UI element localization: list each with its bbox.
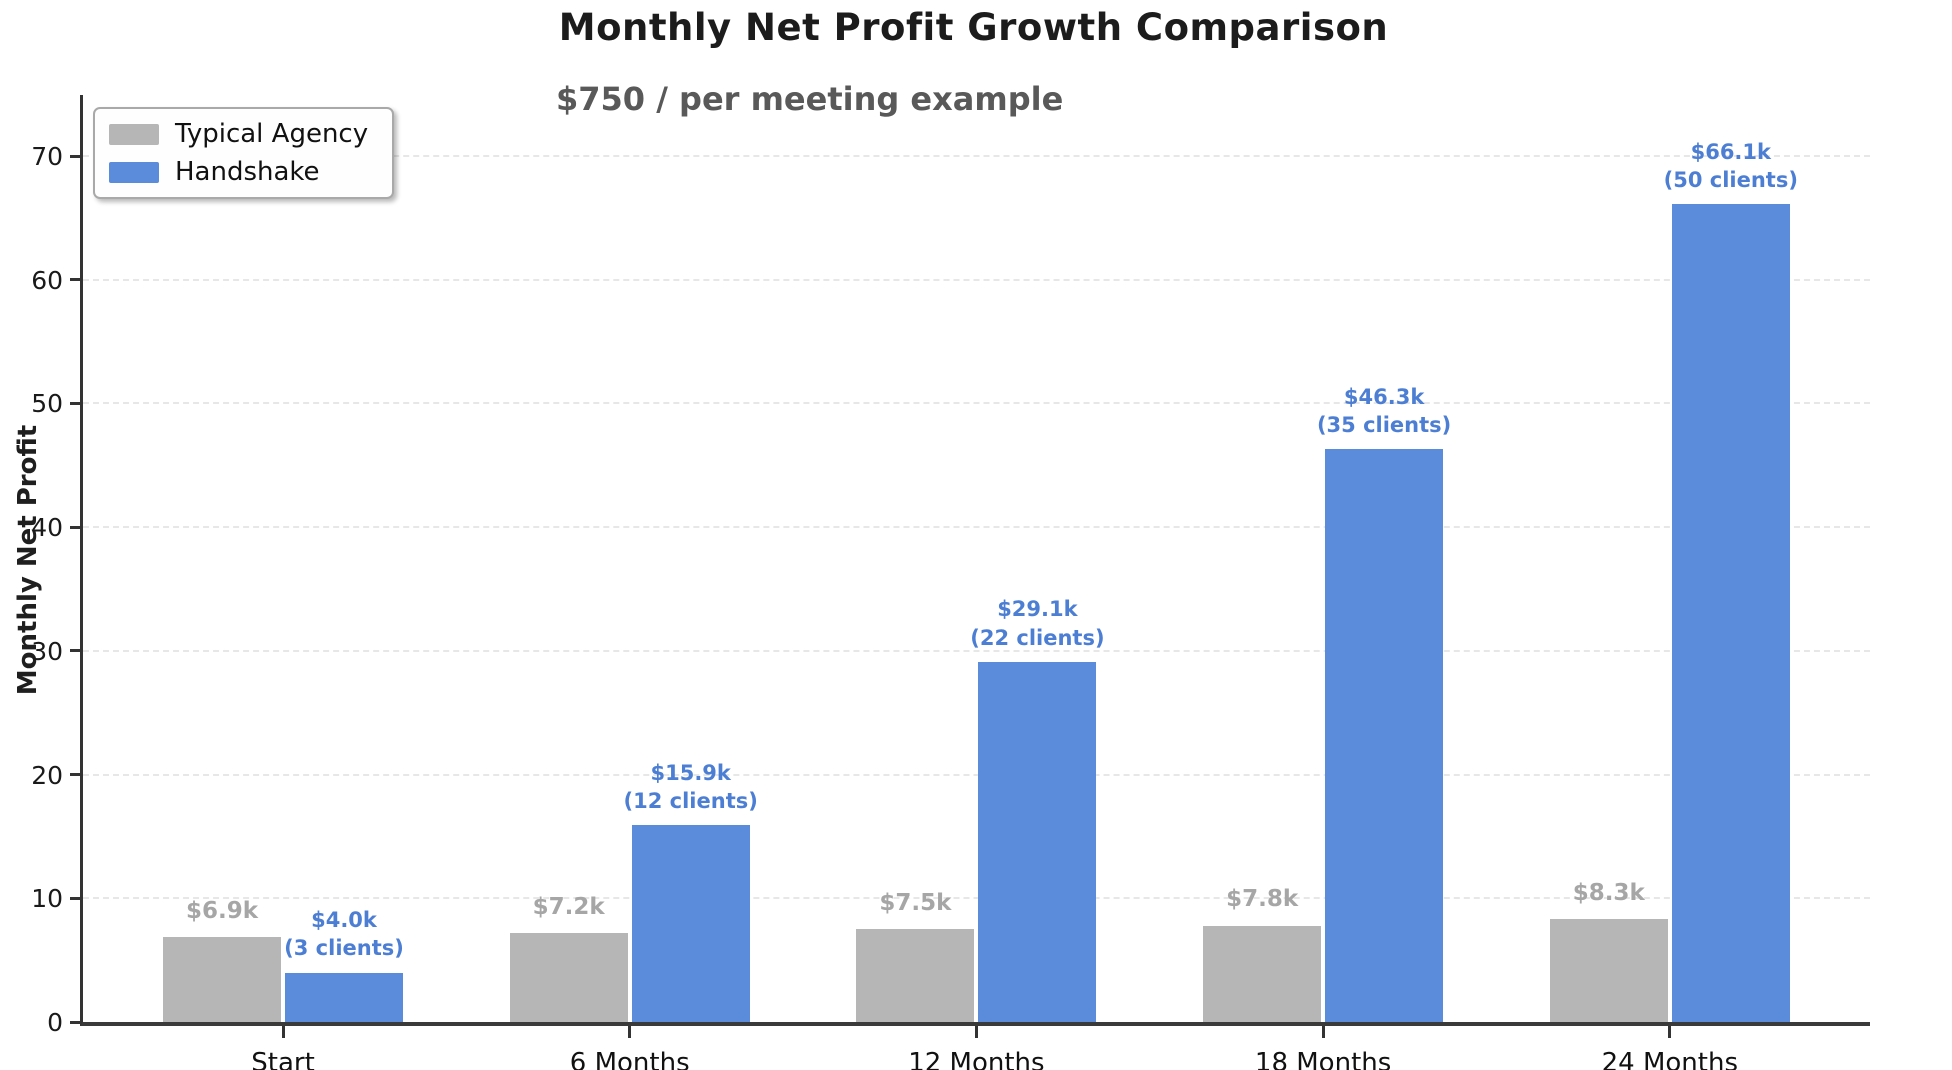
bar-typical-agency-24-months (1549, 919, 1668, 1022)
y-tick-label-50: 50 (31, 389, 63, 419)
bar-sublabel-handshake-0: (3 clients) (284, 936, 404, 961)
gridline-70 (83, 155, 1870, 158)
x-tick-mark-4 (1668, 1026, 1672, 1038)
gridline-30 (83, 649, 1870, 652)
bar-label-typical-agency-4: $8.3k (1572, 880, 1645, 907)
bar-label-typical-agency-0: $6.9k (185, 897, 259, 924)
x-tick-mark-0 (281, 1026, 285, 1038)
gridline-10 (83, 897, 1870, 900)
y-tick-label-70: 70 (31, 142, 63, 172)
x-tick-label-4: 24 Months (1601, 1048, 1738, 1070)
y-tick-label-60: 60 (31, 265, 63, 295)
x-tick-label-1: 6 Months (569, 1048, 690, 1070)
y-tick-mark-20 (70, 773, 80, 777)
bar-handshake-6-months (631, 825, 750, 1022)
y-tick-mark-10 (70, 896, 80, 900)
bar-label-handshake-3: $46.3k (35 clients) (1317, 383, 1451, 440)
bar-label-typical-agency-3: $7.8k (1226, 886, 1299, 913)
bar-label-handshake-1: $15.9k (12 clients) (624, 759, 758, 816)
legend-item-typical-agency: Typical Agency (109, 119, 368, 149)
y-tick-label-0: 0 (47, 1008, 63, 1037)
bar-sublabel-handshake-2: (22 clients) (970, 625, 1105, 650)
y-tick-label-40: 40 (31, 513, 63, 543)
bar-label-handshake-0: $4.0k (3 clients) (284, 906, 404, 963)
bar-label-handshake-2: $29.1k (22 clients) (970, 595, 1104, 652)
legend-swatch-typical-agency (109, 123, 159, 145)
y-tick-label-10: 10 (31, 884, 63, 914)
bar-handshake-24-months (1671, 204, 1790, 1022)
bar-sublabel-handshake-3: (35 clients) (1316, 412, 1452, 437)
x-tick-label-0: Start (251, 1048, 315, 1070)
bar-label-typical-agency-1: $7.2k (532, 893, 605, 920)
x-tick-mark-3 (1321, 1026, 1325, 1038)
gridline-20 (83, 773, 1870, 776)
chart-subtitle: $750 / per meeting example (556, 80, 1064, 118)
gridline-40 (83, 526, 1870, 529)
bar-handshake-18-months (1325, 449, 1444, 1022)
bar-typical-agency-18-months (1203, 925, 1322, 1022)
gridline-50 (83, 402, 1870, 405)
x-tick-label-3: 18 Months (1254, 1048, 1392, 1070)
x-tick-label-2: 12 Months (908, 1048, 1045, 1070)
y-tick-mark-50 (70, 401, 80, 405)
y-tick-mark-60 (70, 278, 80, 282)
legend-swatch-handshake (109, 161, 159, 183)
y-tick-mark-40 (70, 525, 80, 529)
legend-label-handshake: Handshake (175, 157, 320, 187)
gridline-60 (83, 278, 1870, 281)
bar-handshake-start (285, 972, 403, 1022)
legend-label-typical-agency: Typical Agency (175, 119, 369, 149)
y-tick-label-20: 20 (31, 760, 63, 790)
bar-label-typical-agency-2: $7.5k (879, 890, 952, 917)
plot-area: Typical Agency Handshake 0 10 20 30 40 50 60 70… (31, 95, 1870, 1070)
y-tick-mark-0 (70, 1020, 80, 1024)
chart-title: Monthly Net Profit Growth Comparison (558, 6, 1389, 49)
x-tick-mark-2 (974, 1026, 978, 1038)
y-tick-label-30: 30 (31, 636, 63, 666)
bar-label-handshake-4: $66.1k (50 clients) (1664, 138, 1798, 195)
bar-typical-agency-12-months (856, 929, 975, 1022)
bar-handshake-12-months (978, 662, 1097, 1022)
bar-typical-agency-start (163, 936, 281, 1022)
bar-sublabel-handshake-4: (50 clients) (1663, 167, 1798, 192)
y-axis-label: Monthly Net Profit (13, 424, 43, 696)
legend: Typical Agency Handshake (93, 107, 395, 199)
bar-sublabel-handshake-1: (12 clients) (623, 788, 758, 813)
x-tick-mark-1 (628, 1026, 632, 1038)
y-tick-mark-70 (70, 154, 80, 158)
y-tick-mark-30 (70, 649, 80, 653)
legend-item-handshake: Handshake (109, 157, 368, 187)
bar-typical-agency-6-months (509, 932, 628, 1022)
